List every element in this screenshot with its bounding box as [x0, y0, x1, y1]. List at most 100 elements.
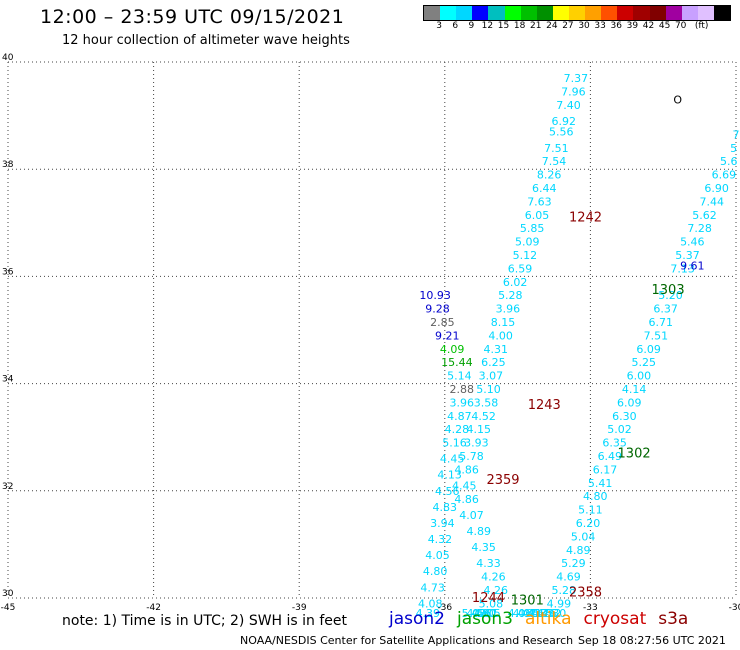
generated-timestamp: Sep 18 08:27:56 UTC 2021 — [578, 634, 726, 647]
wave-height-point: 6.30 — [612, 410, 637, 423]
pass-time-label: 1301 — [511, 594, 544, 609]
wave-height-point: 4.52 — [471, 410, 496, 423]
color-swatch — [665, 6, 682, 20]
wave-height-point: 5 — [730, 142, 737, 155]
wave-height-point: 4.56 — [435, 485, 460, 498]
wave-height-point: 6.69 — [712, 169, 737, 182]
legend-entry: jason3 — [457, 609, 513, 629]
pass-time-label: 2358 — [569, 586, 602, 601]
wave-height-point: 5.41 — [588, 477, 613, 490]
wave-height-point: 4.00 — [488, 329, 513, 342]
wave-height-point: 5.11 — [578, 504, 603, 517]
color-scale-bar — [423, 5, 731, 21]
color-swatch — [440, 6, 457, 20]
wave-height-point: 7.44 — [699, 195, 724, 208]
wave-height-point: 5.62 — [692, 209, 717, 222]
wave-height-point: 4.80 — [583, 490, 608, 503]
wave-height-point: 4.41 — [517, 607, 542, 620]
wave-height-point: 5.56 — [549, 126, 574, 139]
x-tick-label: -30 — [729, 603, 740, 613]
legend-entry: s3a — [658, 609, 689, 629]
wave-height-point: 5.28 — [551, 584, 576, 597]
wave-height-point: 4.61 — [474, 607, 499, 620]
color-swatch — [520, 6, 537, 20]
legend-entry: cryosat — [583, 609, 647, 629]
wave-height-point: 6.02 — [503, 276, 528, 289]
wave-height-point: 10.93 — [419, 289, 451, 302]
wave-height-point: 6.09 — [617, 396, 642, 409]
color-swatch — [713, 6, 731, 20]
color-swatch — [552, 6, 569, 20]
wave-height-point: 4.15 — [467, 423, 492, 436]
color-scale-label: 24 — [546, 21, 558, 31]
pass-time-label: 1302 — [618, 446, 651, 461]
wave-height-point: 4.86 — [454, 493, 479, 506]
x-tick-label: -36 — [437, 603, 452, 613]
wave-height-point: 6.05 — [525, 209, 550, 222]
wave-height-point: 5.09 — [515, 236, 540, 249]
wave-height-point: 4.45 — [452, 479, 477, 492]
wave-height-point: 7.51 — [644, 329, 669, 342]
wave-height-point: 4.13 — [437, 469, 462, 482]
wave-height-point: 4.83 — [433, 501, 458, 514]
color-scale-label: 70 — [674, 21, 687, 31]
x-tick-label: -39 — [292, 603, 307, 613]
satellite-legend: jason2 jason3 altika cryosat s3a — [389, 609, 700, 629]
wave-height-point: 7.54 — [542, 155, 567, 168]
wave-height-point: 5.10 — [476, 383, 501, 396]
color-swatch — [504, 6, 521, 20]
wave-height-point: 4.31 — [484, 343, 509, 356]
wave-height-point: 5.6 — [720, 155, 738, 168]
wave-height-point: 4.56 — [467, 607, 492, 620]
wave-height-point: 6.59 — [508, 262, 533, 275]
pass-time-label: 1243 — [528, 398, 561, 413]
wave-height-point: 4.45 — [440, 453, 465, 466]
legend-entry: altika — [525, 609, 572, 629]
wave-height-point: 4.89 — [467, 525, 492, 538]
color-swatch — [488, 6, 505, 20]
color-scale-label: 39 — [626, 21, 639, 31]
wave-height-point: 7.96 — [561, 85, 586, 98]
color-scale-label: 33 — [594, 21, 606, 31]
wave-height-point: 6.09 — [636, 343, 661, 356]
wave-height-point: 6.92 — [551, 115, 576, 128]
wave-height-point: 6.25 — [481, 356, 506, 369]
wave-height-point: 6.35 — [602, 437, 627, 450]
wave-height-point: 7.51 — [544, 142, 569, 155]
wave-height-point: 9.28 — [425, 303, 450, 316]
wave-height-point: 4.30 — [542, 607, 567, 620]
x-tick-label: -45 — [1, 603, 16, 613]
wave-height-point: 2.88 — [450, 383, 475, 396]
wave-height-point: 3.58 — [474, 396, 499, 409]
color-scale-label: 42 — [642, 21, 655, 31]
color-scale-label: 27 — [562, 21, 574, 31]
y-tick-label: 40 — [2, 53, 14, 63]
wave-height-point: 4.35 — [471, 541, 496, 554]
wave-height-point: 7.40 — [556, 99, 581, 112]
y-tick-label: 34 — [2, 375, 14, 385]
wave-height-point: 4.73 — [420, 581, 445, 594]
wave-height-point: 4.39 — [416, 607, 441, 620]
wave-height-point: 6.00 — [627, 370, 652, 383]
wave-height-point: 6.90 — [704, 182, 729, 195]
pass-time-label: 2359 — [486, 473, 519, 488]
pass-time-label: 1242 — [569, 210, 602, 225]
color-scale-label: 15 — [497, 21, 510, 31]
wave-height-point: 9.21 — [435, 329, 460, 342]
color-scale-label: 30 — [578, 21, 590, 31]
color-swatch — [424, 6, 441, 20]
wave-height-point: 7.37 — [564, 72, 589, 85]
wave-height-point: 3.07 — [479, 370, 504, 383]
wave-height-point: 5.25 — [632, 356, 657, 369]
color-swatch — [697, 6, 714, 20]
wave-height-point: 4.89 — [566, 544, 591, 557]
wave-height-point: 4.58 — [522, 607, 547, 620]
wave-height-point: 4.07 — [459, 509, 484, 522]
wave-height-point: 4.01 — [513, 607, 538, 620]
wave-height-point: 7.63 — [527, 195, 552, 208]
wave-height-point: 4.99 — [547, 597, 572, 610]
color-scale-label: 3 — [436, 21, 442, 31]
wave-height-point: 6.20 — [576, 517, 601, 530]
wave-height-point: 7 — [733, 128, 740, 141]
chart-subtitle: 12 hour collection of altimeter wave hei… — [62, 33, 350, 48]
